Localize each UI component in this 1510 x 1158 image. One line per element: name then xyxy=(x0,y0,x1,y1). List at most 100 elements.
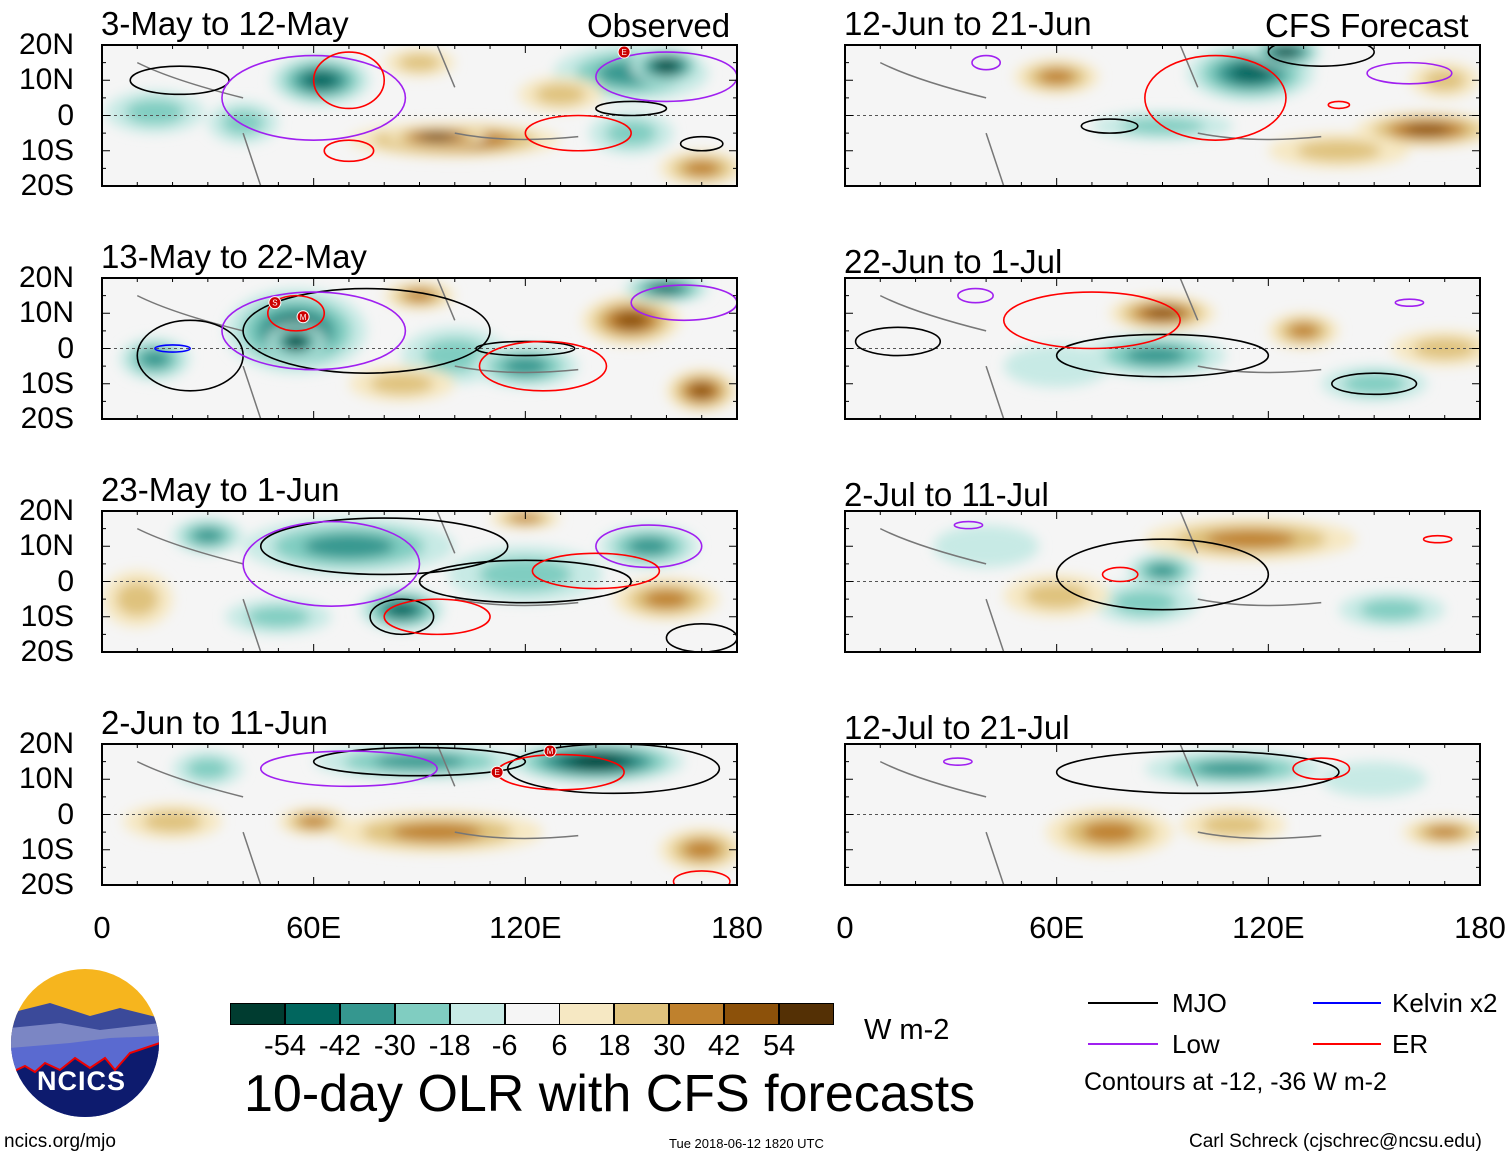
colorbar-label: 6 xyxy=(551,1030,568,1062)
wave-marker: E xyxy=(490,765,504,779)
olr-anomaly-blob xyxy=(571,755,620,768)
map-panel: ME xyxy=(101,743,738,886)
olr-anomaly-blob xyxy=(1147,563,1178,579)
x-tick-label: 120E xyxy=(489,910,562,945)
map-panel xyxy=(844,277,1481,420)
coastline xyxy=(136,278,579,419)
colorbar-swatch xyxy=(504,1003,560,1025)
map-panel: SM xyxy=(101,277,738,420)
y-tick-label: 20N xyxy=(18,494,74,527)
olr-anomaly-blob xyxy=(1276,48,1296,56)
mjo-contour xyxy=(506,744,721,795)
y-tick-label: 10S xyxy=(20,832,74,866)
timestamp: Tue 2018-06-12 1820 UTC xyxy=(669,1136,824,1151)
olr-anomaly-blob xyxy=(1038,69,1075,85)
y-tick-label: 0 xyxy=(57,564,74,598)
legend-kelvin-line xyxy=(1313,1002,1381,1004)
ncics-logo xyxy=(11,969,159,1117)
olr-anomaly-blob xyxy=(303,534,395,559)
y-tick-label: 10S xyxy=(20,599,74,633)
colorbar-units: W m-2 xyxy=(864,1014,950,1046)
olr-anomaly-blob xyxy=(643,590,690,609)
olr-anomaly-blob xyxy=(221,109,265,136)
olr-anomaly-blob xyxy=(192,528,223,544)
colorbar-label: 30 xyxy=(653,1030,686,1062)
olr-anomaly-blob xyxy=(404,289,435,302)
low-contour xyxy=(942,757,973,766)
mjo-contour xyxy=(1055,538,1270,611)
kelvin-contour xyxy=(154,344,191,353)
wave-marker: M xyxy=(296,310,310,324)
olr-anomaly-blob xyxy=(689,383,714,398)
olr-anomaly-blob xyxy=(478,557,572,592)
olr-anomaly-blob xyxy=(1342,373,1406,395)
low-contour xyxy=(953,520,984,530)
legend-contours-note: Contours at -12, -36 W m-2 xyxy=(1084,1068,1387,1096)
y-tick-label: 10S xyxy=(20,133,74,167)
colorbar-swatch xyxy=(284,1003,340,1025)
olr-anomaly-blob xyxy=(116,582,159,617)
author: Carl Schreck (cjschrec@ncsu.edu) xyxy=(1189,1131,1482,1152)
coastline xyxy=(879,744,1322,885)
y-tick-label: 10N xyxy=(18,63,74,97)
olr-anomaly-blob xyxy=(1205,530,1297,549)
svg-text:M: M xyxy=(547,747,554,756)
x-tick-label: 180 xyxy=(711,910,763,945)
y-tick-label: 10S xyxy=(20,366,74,400)
er-contour xyxy=(531,552,661,590)
site-link[interactable]: ncics.org/mjo xyxy=(4,1131,116,1152)
y-tick-label: 20S xyxy=(20,402,74,435)
legend-kelvin-label: Kelvin x2 xyxy=(1392,988,1498,1018)
low-contour xyxy=(957,287,994,304)
panel-title: 12-Jun to 21-Jun xyxy=(844,5,1092,42)
colorbar-swatch xyxy=(614,1003,670,1025)
y-tick-label: 0 xyxy=(57,797,74,831)
mjo-contour xyxy=(595,100,668,117)
low-contour xyxy=(221,291,407,371)
mjo-contour xyxy=(475,340,576,357)
panel-title: 13-May to 22-May xyxy=(101,238,367,275)
mjo-contour xyxy=(854,326,942,357)
mjo-contour xyxy=(679,135,724,152)
er-contour xyxy=(1422,534,1453,544)
olr-anomaly-blob xyxy=(1082,821,1137,843)
wave-marker: E xyxy=(617,45,631,59)
colorbar-swatch xyxy=(449,1003,505,1025)
low-contour xyxy=(259,750,438,788)
colorbar-label: 42 xyxy=(708,1030,741,1062)
er-contour xyxy=(1002,291,1181,350)
olr-anomaly-blob xyxy=(683,840,720,859)
svg-text:E: E xyxy=(494,768,499,777)
colorbar-label: 54 xyxy=(762,1030,796,1062)
olr-anomaly-blob xyxy=(423,338,487,373)
legend-mjo-label: MJO xyxy=(1172,988,1227,1018)
colorbar-label: -6 xyxy=(491,1030,518,1062)
colorbar-swatch xyxy=(669,1003,725,1025)
low-contour xyxy=(1366,61,1453,85)
olr-anomaly-blob xyxy=(656,61,677,71)
olr-anomaly-blob xyxy=(933,525,1040,568)
coastline xyxy=(136,511,579,652)
wave-marker: S xyxy=(268,296,282,310)
er-contour xyxy=(1101,566,1139,583)
panel-title: 3-May to 12-May xyxy=(101,5,349,42)
er-contour xyxy=(1292,757,1351,781)
colorbar-swatch xyxy=(724,1003,780,1025)
er-contour xyxy=(312,51,386,110)
er-contour xyxy=(672,870,731,885)
olr-anomaly-blob xyxy=(614,312,648,329)
olr-anomaly-blob xyxy=(627,537,670,556)
olr-anomaly-blob xyxy=(387,602,416,617)
y-tick-label: 20S xyxy=(20,635,74,668)
panel-title: 22-Jun to 1-Jul xyxy=(844,243,1063,280)
logo-text: NCICS xyxy=(37,1066,127,1096)
coastline xyxy=(136,45,579,186)
olr-anomaly-blob xyxy=(288,336,304,347)
svg-text:M: M xyxy=(300,313,307,322)
observed-label: Observed xyxy=(587,7,731,44)
olr-anomaly-blob xyxy=(370,373,434,395)
mjo-contour xyxy=(665,623,737,652)
er-contour xyxy=(1144,54,1287,141)
er-contour xyxy=(267,294,326,332)
map-panel xyxy=(844,743,1481,886)
